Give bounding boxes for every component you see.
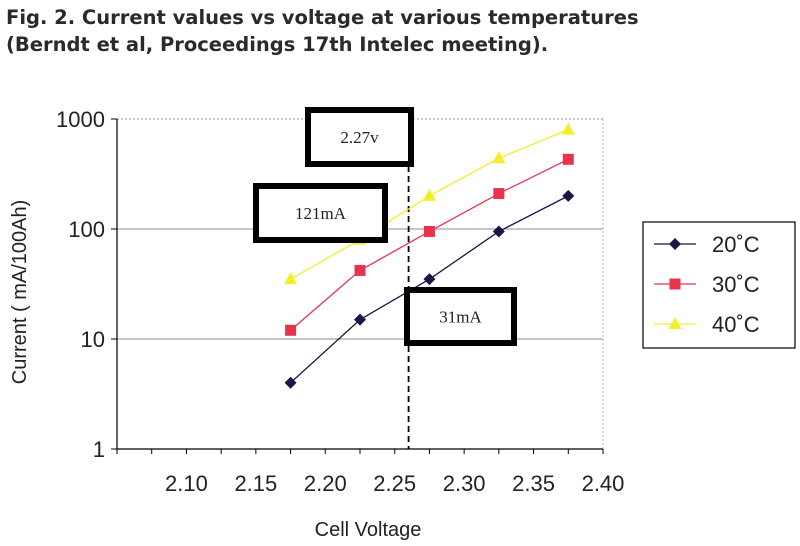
figure-title-line-1: Fig. 2. Current values vs voltage at var… [6,6,639,29]
legend-marker [669,238,681,250]
annotation-text: 2.27v [340,128,379,147]
x-tick-label: 2.20 [304,471,347,496]
data-point [423,273,436,286]
legend: 20˚C 30˚C 40˚C [642,221,796,349]
annotation-text: 31mA [439,308,482,327]
annotation-box [305,107,414,167]
tick-labels: 1 10 100 1000 2.10 2.15 2.20 2.25 2.30 2.35 2.40 [56,107,624,496]
legend-marker [668,317,682,329]
y-tick-label: 100 [68,217,105,242]
series-group [284,122,575,389]
data-point [284,376,297,389]
annotation-box [404,287,517,346]
figure-title: Fig. 2. Current values vs voltage at var… [6,4,639,58]
y-tick-label: 10 [81,327,105,352]
data-point [493,188,505,200]
legend-label: 40˚C [712,312,760,337]
gridlines [117,118,604,449]
x-tick-label: 2.25 [373,471,416,496]
x-axis-title: Cell Voltage [315,519,422,541]
data-point [422,188,436,201]
data-point [562,189,575,202]
data-point [562,153,574,165]
annotation-box [253,183,388,243]
data-point [423,225,435,237]
legend-label: 20˚C [712,232,760,257]
data-point [492,151,506,164]
data-point [354,264,366,276]
data-point [354,313,366,326]
legend-marker [669,278,681,290]
annotations: 2.27v 121mA 31mA [253,107,517,346]
data-point [561,122,575,135]
annotation-text: 121mA [295,204,347,223]
x-tick-label: 2.15 [234,471,277,496]
y-axis-title: Current ( mA/100Ah) [9,200,31,385]
axes [111,118,604,454]
figure-title-line-2: (Berndt et al, Proceedings 17th Intelec … [6,33,549,56]
legend-label: 30˚C [712,272,760,297]
x-tick-label: 2.40 [582,471,625,496]
legend-box [642,221,796,349]
x-tick-label: 2.30 [443,471,486,496]
data-point [284,272,298,285]
data-point [285,324,297,336]
data-point [492,225,505,238]
y-tick-label: 1000 [56,107,105,132]
x-tick-label: 2.10 [165,471,208,496]
x-tick-label: 2.35 [512,471,555,496]
y-tick-label: 1 [93,437,105,462]
